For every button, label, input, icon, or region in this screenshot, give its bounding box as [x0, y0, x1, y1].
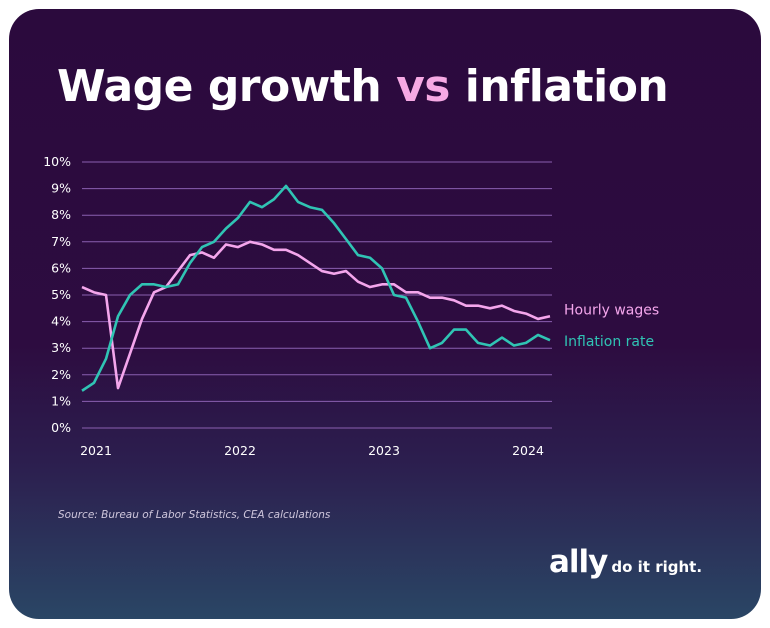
y-tick-label: 7% [51, 234, 71, 249]
y-tick-label: 2% [51, 367, 71, 382]
x-tick-label: 2024 [512, 443, 544, 458]
inflation-rate-label: Inflation rate [564, 334, 654, 350]
chart-card: Wage growth vs inflation 0% 1% 2% 3% 4% 5% 6% 7… [9, 9, 761, 619]
source-note: Source: Bureau of Labor Statistics, CEA … [58, 509, 331, 521]
y-tick-label: 6% [51, 260, 71, 275]
chart-title: Wage growth vs inflation [57, 61, 669, 112]
y-tick-label: 3% [51, 340, 71, 355]
x-tick-label: 2023 [368, 443, 400, 458]
x-tick-label: 2022 [224, 443, 256, 458]
hourly-wages-label: Hourly wages [564, 302, 659, 318]
y-tick-label: 8% [51, 207, 71, 222]
y-tick-label: 0% [51, 420, 71, 435]
y-tick-label: 9% [51, 181, 71, 196]
hourly-wages-line [81, 240, 551, 390]
inflation-rate-line [81, 184, 551, 392]
logo-brand: ally [549, 544, 608, 580]
line-chart: 0% 1% 2% 3% 4% 5% 6% 7% 8% 9% 10% 2021 2022 2023 2024 H… [43, 154, 659, 458]
y-tick-label: 5% [51, 287, 71, 302]
y-tick-label: 1% [51, 393, 71, 408]
title-part1: Wage growth [57, 61, 397, 112]
title-highlight: vs [396, 61, 450, 112]
logo-tagline: do it right. [611, 558, 703, 576]
x-tick-label: 2021 [80, 443, 112, 458]
y-tick-label: 4% [51, 314, 71, 329]
title-part2: inflation [449, 61, 669, 112]
y-tick-label: 10% [43, 154, 71, 169]
ally-logo: ally do it right. [549, 544, 702, 580]
